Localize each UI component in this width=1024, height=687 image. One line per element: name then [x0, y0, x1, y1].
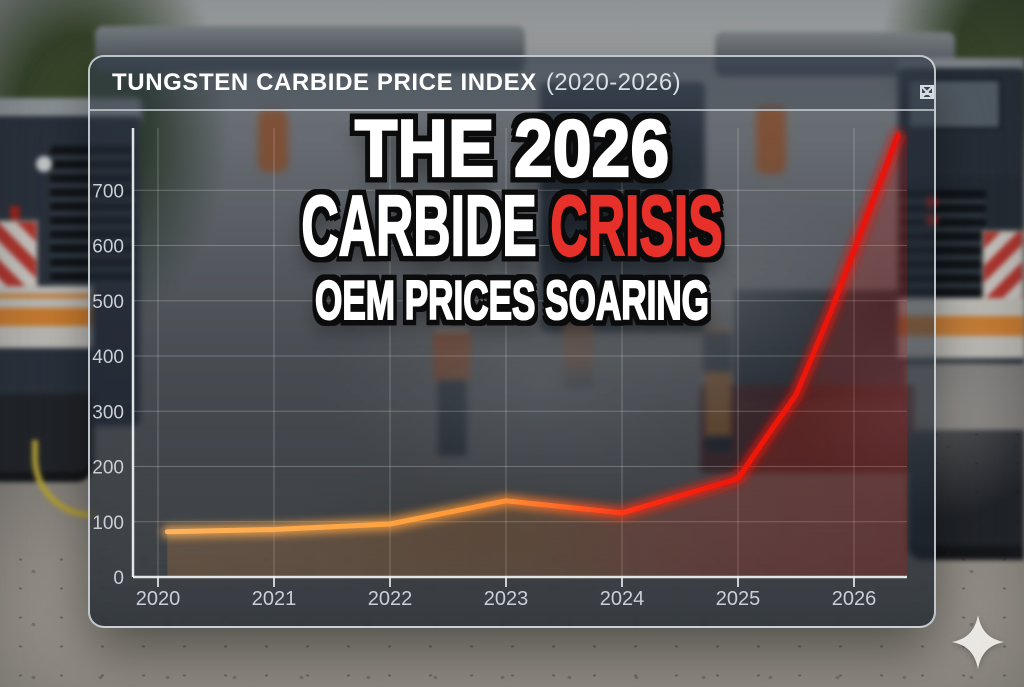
window-title: TUNGSTEN CARBIDE PRICE INDEX: [112, 69, 537, 96]
warning-stripes-right: [982, 230, 1024, 302]
chart-window: TUNGSTEN CARBIDE PRICE INDEX (2020-2026): [88, 55, 936, 628]
close-icon: [920, 85, 934, 99]
maximize-icon: [920, 85, 934, 99]
sparkle-logo-icon: [952, 615, 1004, 669]
maximize-button[interactable]: [916, 81, 934, 99]
close-button[interactable]: [916, 81, 934, 99]
minimize-icon: [920, 93, 934, 95]
minimize-button[interactable]: [916, 81, 934, 95]
window-titlebar[interactable]: TUNGSTEN CARBIDE PRICE INDEX (2020-2026): [90, 57, 934, 111]
window-title-range: (2020-2026): [545, 69, 682, 96]
